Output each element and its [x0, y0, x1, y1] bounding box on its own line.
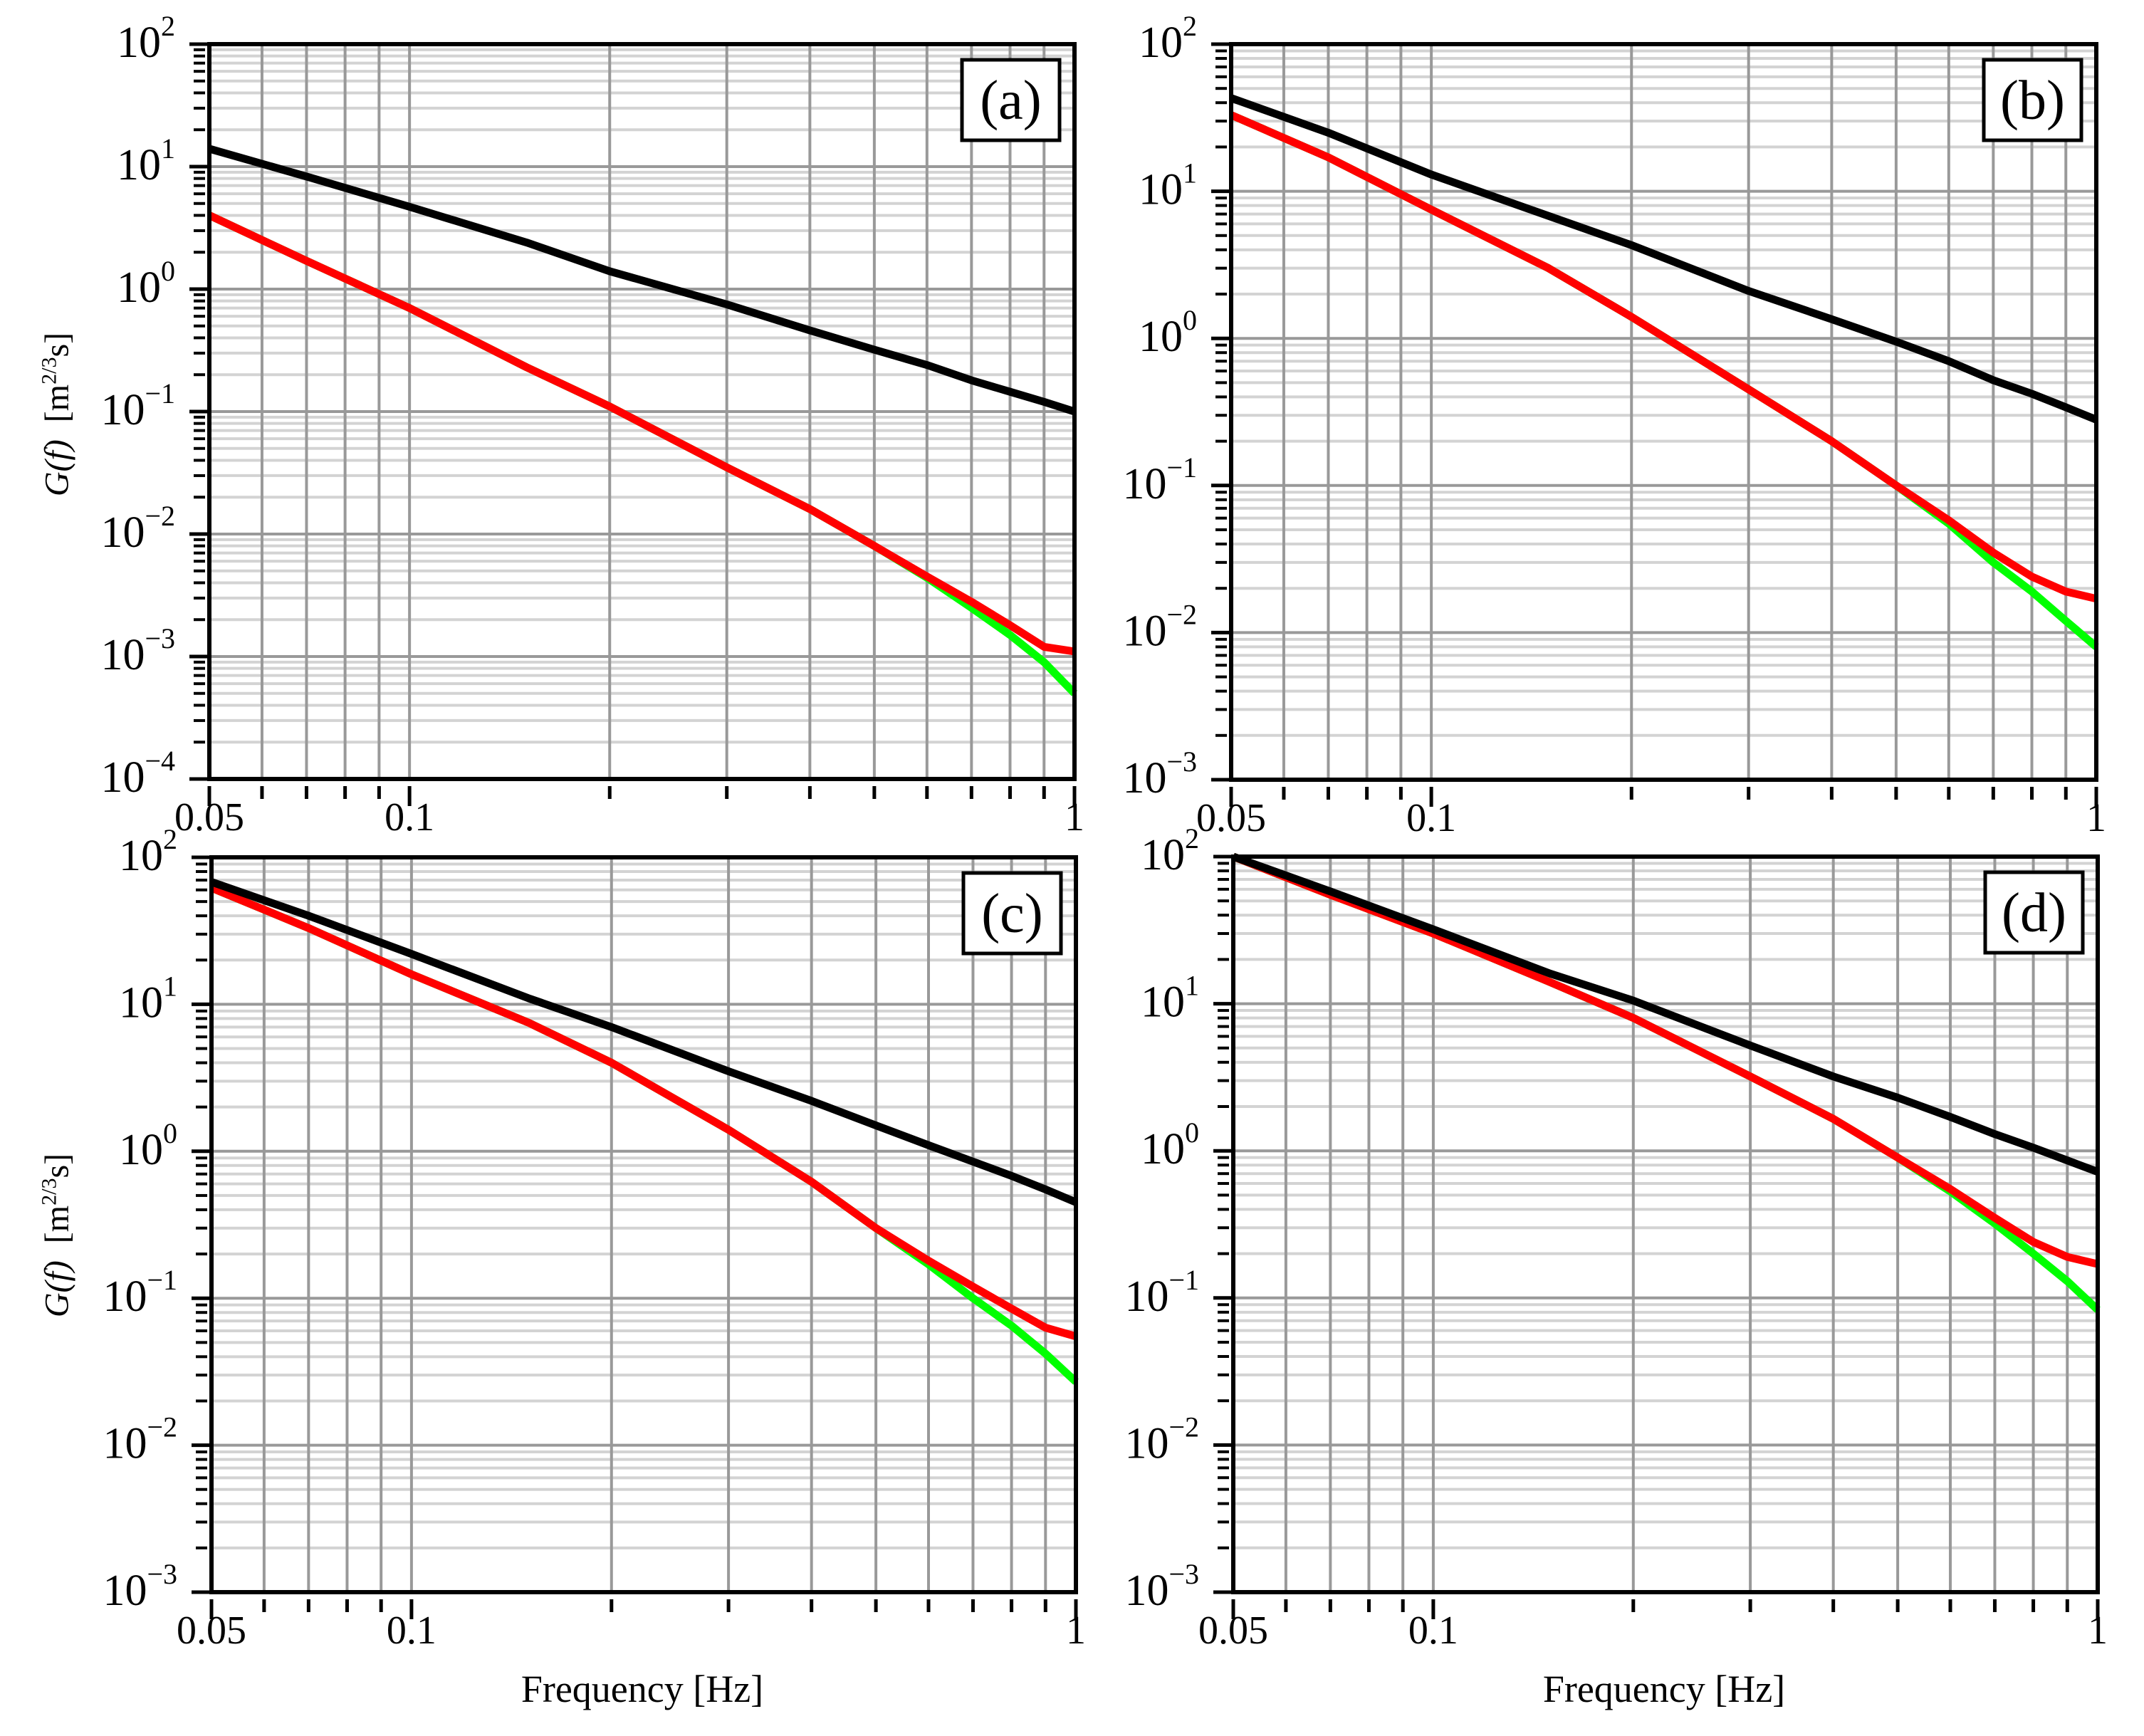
grid: 10−3 10−2 10−1 100 101 102 — [103, 823, 1078, 1619]
series-green-line — [1229, 111, 2099, 650]
grid: 10−3 10−2 10−1 100 101 102 — [1124, 822, 2100, 1619]
panel-label-box — [961, 871, 1063, 956]
series-red-line — [207, 211, 1075, 656]
y-label-func: G(f) — [38, 439, 76, 497]
series-green-line — [209, 884, 1079, 1385]
y-label-unit-post: s] — [38, 1153, 76, 1178]
series-green-line — [1231, 852, 2101, 1313]
y-tick-label: 102 — [1139, 10, 1197, 67]
y-tick-label: 10−1 — [1124, 1264, 1199, 1321]
x-tick-label: 1 — [1065, 795, 1084, 840]
series-red-line — [209, 884, 1077, 1341]
grid: 10−4 10−3 10−2 10−1 100 101 102 — [100, 10, 1077, 806]
panel-label-box — [1982, 58, 2083, 142]
panel-c: 10−3 10−2 10−1 100 101 102 0.05 0.1 1 (c) — [103, 823, 1086, 1653]
plot-frame — [1231, 854, 2100, 1594]
x-tick-label: 0.1 — [385, 795, 434, 840]
y-tick-label: 101 — [119, 970, 177, 1027]
plot-frame — [209, 855, 1078, 1594]
y-tick-label: 10−1 — [1122, 451, 1197, 508]
y-tick-label: 102 — [119, 823, 177, 880]
x-axis-label-right: Frequency [Hz] — [1542, 1668, 1786, 1710]
series-black-line — [210, 878, 1078, 1206]
x-tick-label: 0.05 — [174, 795, 244, 840]
x-tick-label: 0.05 — [177, 1609, 246, 1653]
y-label-unit-sup: 2/3 — [37, 1178, 61, 1206]
series-green-line — [207, 211, 1077, 696]
y-tick-label: 100 — [1139, 304, 1197, 361]
y-tick-label: 10−1 — [103, 1264, 177, 1321]
panel-label: (c) — [981, 882, 1043, 944]
x-tick-label: 1 — [1066, 1609, 1086, 1653]
y-tick-label: 10−2 — [1124, 1411, 1199, 1468]
panel-label: (a) — [980, 69, 1042, 131]
x-axis-label-left: Frequency [Hz] — [521, 1668, 764, 1710]
y-tick-label: 100 — [117, 255, 175, 312]
y-label-unit: [m — [38, 1205, 76, 1244]
series-black-line — [1232, 852, 2099, 1176]
plot-frame — [207, 42, 1077, 781]
y-label-func: G(f) — [38, 1260, 76, 1318]
y-label-unit-post: s] — [38, 332, 76, 357]
y-tick-label: 101 — [117, 132, 175, 189]
x-tick-label: 0.1 — [1408, 1609, 1458, 1653]
y-tick-label: 101 — [1141, 970, 1199, 1027]
y-label-unit: [m — [38, 384, 76, 423]
y-tick-label: 10−2 — [100, 500, 175, 557]
y-tick-label: 102 — [117, 10, 175, 67]
series-black-line — [208, 145, 1076, 416]
x-tick-label: 0.1 — [1406, 796, 1456, 840]
panel-label-box — [1983, 870, 2085, 955]
panel-label: (d) — [2002, 882, 2066, 943]
series-red-line — [1231, 852, 2099, 1268]
y-tick-label: 102 — [1141, 822, 1199, 879]
y-tick-label: 10−4 — [100, 745, 175, 802]
x-tick-label: 0.05 — [1196, 796, 1266, 840]
panel-b: 10−3 10−2 10−1 100 101 102 0.05 0.1 1 (b) — [1122, 10, 2106, 840]
panel-d: 10−3 10−2 10−1 100 101 102 0.05 0.1 1 (d) — [1124, 822, 2108, 1653]
y-axis-label-bottom: G(f) [m2/3s] — [38, 1154, 77, 1317]
x-tick-label: 0.1 — [387, 1609, 436, 1653]
panel-a: 10−4 10−3 10−2 10−1 100 101 102 0.05 0.1 1 (a) — [100, 10, 1084, 840]
plot-frame — [1229, 42, 2098, 782]
x-tick-label: 1 — [2088, 1609, 2108, 1653]
y-tick-label: 100 — [119, 1117, 177, 1174]
y-axis-label-top: G(f) [m2/3s] — [38, 333, 77, 496]
y-tick-label: 10−2 — [1122, 598, 1197, 655]
y-tick-label: 10−3 — [100, 622, 175, 679]
y-tick-label: 10−2 — [103, 1411, 177, 1468]
panel-label-box — [960, 58, 1062, 142]
y-tick-label: 100 — [1141, 1117, 1199, 1173]
y-label-unit-sup: 2/3 — [37, 357, 61, 385]
x-tick-label: 0.05 — [1198, 1609, 1268, 1653]
y-tick-label: 10−1 — [100, 377, 175, 434]
y-tick-label: 101 — [1139, 157, 1197, 214]
y-tick-label: 10−3 — [1122, 746, 1197, 802]
x-tick-label: 1 — [2086, 796, 2106, 840]
series-red-line — [1229, 111, 2098, 603]
y-tick-label: 10−3 — [1124, 1558, 1199, 1615]
panel-label: (b) — [2000, 69, 2065, 131]
y-tick-label: 10−3 — [103, 1558, 177, 1615]
series-black-line — [1230, 94, 2098, 424]
